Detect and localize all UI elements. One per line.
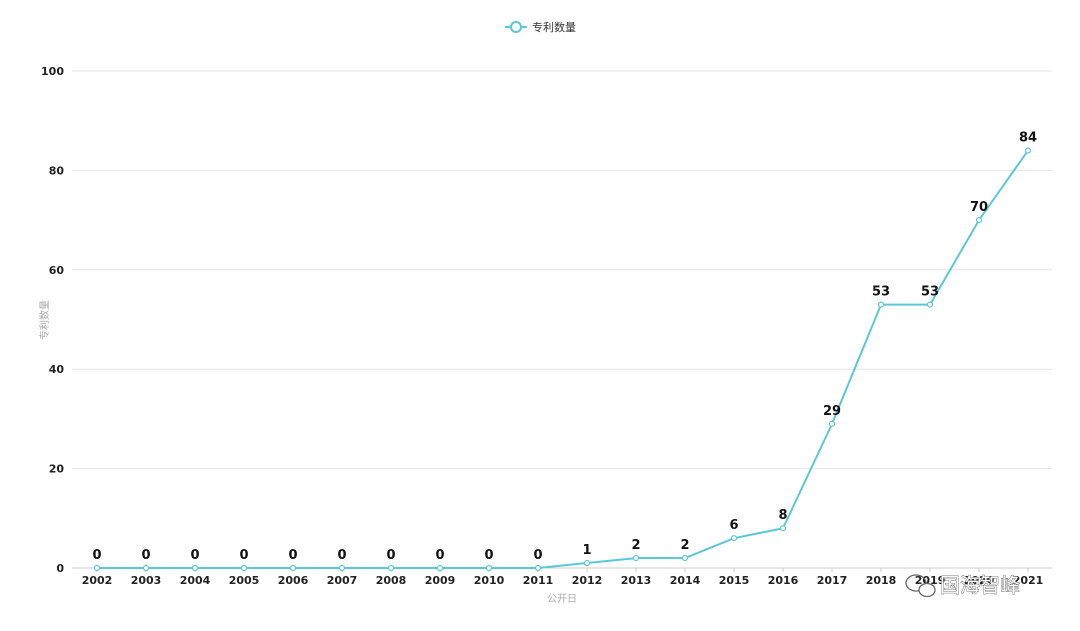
data-point[interactable]	[583, 559, 591, 567]
data-label: 0	[484, 548, 493, 563]
data-label: 84	[1019, 131, 1037, 146]
data-point[interactable]	[828, 420, 836, 427]
data-point[interactable]	[632, 554, 640, 562]
data-point[interactable]	[485, 564, 493, 572]
data-labels: 0 0 0 0 0 0 0 0 0 0 1 2 2 6 8 29 53 53 70 84	[92, 131, 1037, 563]
series-line	[97, 149, 1029, 569]
legend[interactable]: 专利数量	[505, 20, 576, 34]
x-tick-label: 2003	[131, 574, 162, 587]
x-tick-label: 2018	[866, 574, 897, 587]
x-tick-label: 2008	[376, 574, 407, 587]
data-label: 0	[141, 548, 150, 563]
x-tick-label: 2011	[523, 574, 554, 587]
x-tick-label: 2020	[964, 574, 995, 587]
y-tick-label: 40	[49, 363, 65, 376]
data-label: 0	[435, 548, 444, 563]
y-tick-label: 80	[49, 164, 65, 177]
data-label: 0	[337, 548, 346, 563]
data-label: 0	[239, 548, 248, 563]
x-tick-label: 2009	[425, 574, 456, 587]
x-tick-label: 2006	[278, 574, 309, 587]
watermark: 国海智峰	[905, 573, 1020, 598]
y-tick-label: 0	[56, 562, 64, 575]
data-label: 0	[92, 548, 101, 563]
x-axis-title: 公开日	[547, 594, 577, 605]
x-tick-label: 2005	[229, 574, 260, 587]
data-label: 2	[631, 538, 640, 553]
y-tick-label: 20	[49, 463, 65, 476]
x-tick-label: 2007	[327, 574, 358, 587]
x-axis: 2002 2003 2004 2005 2006 2007 2008 2009 2010 2011…	[82, 568, 1044, 587]
data-point[interactable]	[142, 564, 150, 572]
data-point[interactable]	[240, 564, 248, 572]
data-point[interactable]	[289, 564, 297, 572]
data-point[interactable]	[338, 564, 346, 572]
gridlines	[72, 70, 1052, 569]
x-tick-label: 2013	[621, 574, 652, 587]
y-tick-label: 100	[41, 65, 64, 78]
data-label: 70	[970, 200, 988, 215]
x-tick-label: 2021	[1013, 574, 1044, 587]
x-tick-label: 2012	[572, 574, 603, 587]
data-label: 0	[533, 548, 542, 563]
legend-circle-marker	[510, 21, 522, 33]
data-label: 29	[823, 404, 841, 419]
data-label: 0	[190, 548, 199, 563]
watermark-text: 国海智峰	[940, 573, 1020, 597]
data-point[interactable]	[877, 301, 885, 308]
data-point[interactable]	[534, 564, 542, 572]
data-point[interactable]	[926, 301, 934, 308]
y-axis-title: 专利数量	[38, 300, 51, 340]
y-tick-label: 60	[49, 264, 65, 277]
x-tick-label: 2014	[670, 574, 701, 587]
x-tick-label: 2010	[474, 574, 505, 587]
data-label: 8	[778, 508, 787, 523]
data-label: 1	[582, 543, 591, 558]
data-label: 0	[288, 548, 297, 563]
data-point[interactable]	[779, 525, 787, 532]
data-label: 2	[680, 538, 689, 553]
data-label: 6	[729, 518, 738, 533]
data-point[interactable]	[681, 554, 689, 562]
wechat-icon	[905, 574, 936, 598]
x-tick-label: 2015	[719, 574, 750, 587]
data-point[interactable]	[191, 564, 199, 572]
data-label: 53	[872, 285, 890, 300]
data-point[interactable]	[1024, 147, 1032, 154]
y-axis: 0 20 40 60 80 100	[41, 65, 64, 575]
series-group	[93, 147, 1032, 572]
data-point[interactable]	[730, 535, 738, 542]
x-tick-label: 2016	[768, 574, 799, 587]
data-label: 0	[386, 548, 395, 563]
data-point[interactable]	[436, 564, 444, 572]
data-point[interactable]	[387, 564, 395, 572]
x-tick-label: 2004	[180, 574, 211, 587]
data-point[interactable]	[93, 564, 101, 572]
x-tick-label: 2017	[817, 574, 848, 587]
x-tick-label: 2002	[82, 574, 113, 587]
data-point[interactable]	[975, 217, 983, 224]
data-label: 53	[921, 285, 939, 300]
legend-label: 专利数量	[532, 20, 576, 34]
